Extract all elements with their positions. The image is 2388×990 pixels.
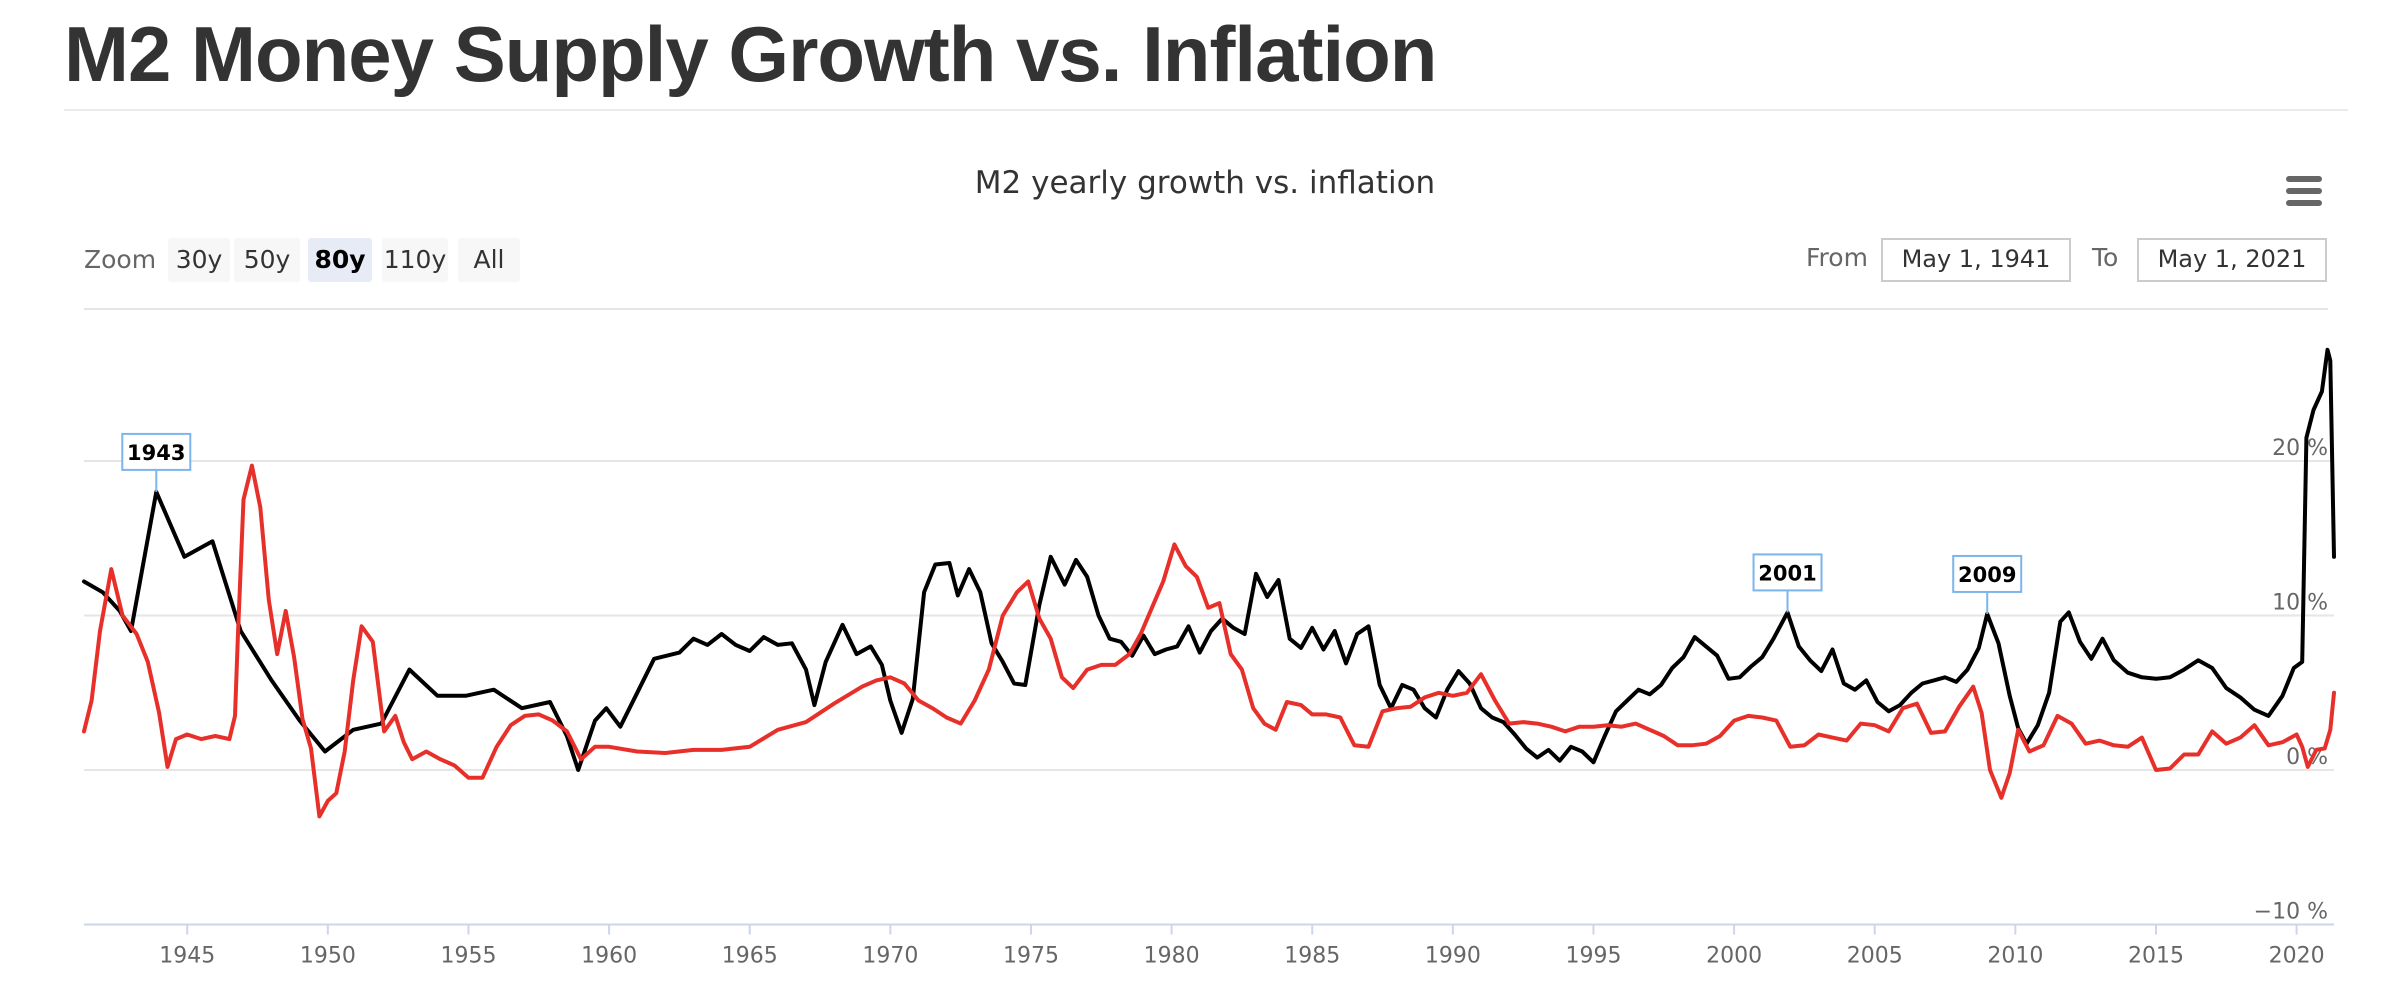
hamburger-menu-icon[interactable] — [2286, 176, 2322, 206]
flag-2009[interactable]: 2009 — [1952, 554, 2023, 614]
from-date-value: May 1, 1941 — [1902, 245, 2051, 273]
x-tick-label: 2010 — [1987, 944, 2043, 969]
zoom-button-label: 110y — [384, 245, 447, 274]
title-divider — [64, 109, 2348, 111]
x-tick-label: 2015 — [2128, 944, 2184, 969]
x-tick-label: 1970 — [862, 944, 918, 969]
zoom-button-110y[interactable]: 110y — [382, 238, 448, 282]
x-tick-label: 1955 — [440, 944, 496, 969]
flag-label: 2001 — [1758, 561, 1816, 585]
from-label: From — [1806, 243, 1868, 272]
x-tick-label: 2005 — [1847, 944, 1903, 969]
chart-title: M2 yearly growth vs. inflation — [975, 165, 1435, 201]
to-date-input[interactable]: May 1, 2021 — [2137, 238, 2327, 282]
flag-label: 1943 — [127, 441, 185, 465]
x-tick-label: 1990 — [1425, 944, 1481, 969]
x-tick-label: 1985 — [1284, 944, 1340, 969]
x-tick-label: 2020 — [2269, 944, 2325, 969]
to-date-value: May 1, 2021 — [2158, 245, 2307, 273]
x-tick-label: 1980 — [1144, 944, 1200, 969]
y-tick-label: −10 % — [2254, 900, 2328, 925]
zoom-button-50y[interactable]: 50y — [234, 238, 300, 282]
x-tick-label: 1950 — [300, 944, 356, 969]
to-label: To — [2091, 243, 2118, 272]
zoom-button-label: 30y — [176, 245, 223, 274]
zoom-button-All[interactable]: All — [458, 238, 520, 282]
zoom-label: Zoom — [84, 245, 156, 274]
y-tick-label: 10 % — [2272, 591, 2328, 616]
page-title: M2 Money Supply Growth vs. Inflation — [64, 10, 1437, 98]
x-tick-label: 1960 — [581, 944, 637, 969]
x-tick-label: 1965 — [722, 944, 778, 969]
y-tick-label: 20 % — [2272, 436, 2328, 461]
zoom-button-30y[interactable]: 30y — [168, 238, 230, 282]
x-tick-label: 1975 — [1003, 944, 1059, 969]
zoom-button-label: 80y — [314, 245, 365, 274]
x-tick-label: 1945 — [159, 944, 215, 969]
from-date-input[interactable]: May 1, 1941 — [1881, 238, 2071, 282]
x-tick-label: 1995 — [1565, 944, 1621, 969]
flag-1943[interactable]: 1943 — [121, 432, 192, 492]
flag-label: 2009 — [1958, 563, 2016, 587]
flag-2001[interactable]: 2001 — [1752, 553, 1823, 613]
x-tick-label: 2000 — [1706, 944, 1762, 969]
series-line-inflation[interactable] — [82, 463, 2336, 819]
zoom-button-80y[interactable]: 80y — [308, 238, 372, 282]
zoom-button-label: All — [474, 245, 505, 274]
zoom-button-label: 50y — [244, 245, 291, 274]
